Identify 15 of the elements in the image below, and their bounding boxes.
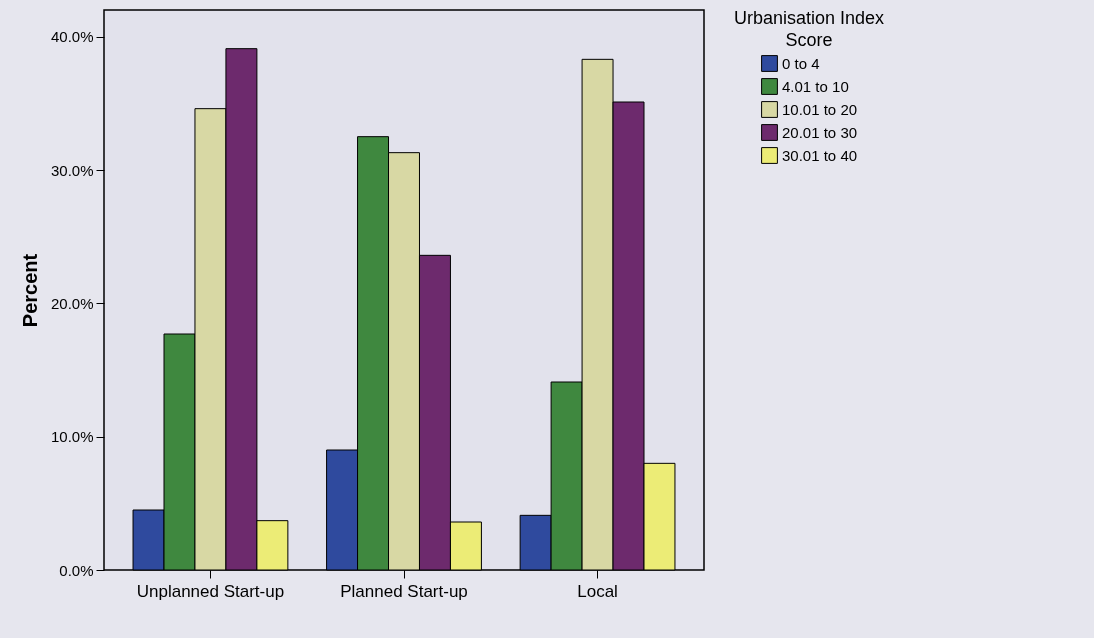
y-tick-label: 0.0% (59, 561, 94, 579)
legend-label: 4.01 to 10 (782, 77, 849, 95)
legend-label: 0 to 4 (782, 54, 820, 72)
y-tick-label: 20.0% (50, 294, 94, 312)
legend-label: 30.01 to 40 (782, 146, 858, 164)
legend-label: 10.01 to 20 (782, 100, 858, 118)
x-tick-label: Unplanned Start-up (136, 581, 285, 601)
y-tick-label: 40.0% (50, 28, 94, 46)
y-tick-label: 30.0% (50, 161, 94, 179)
x-tick-label: Planned Start-up (340, 581, 468, 601)
x-tick-label: Local (577, 581, 618, 601)
legend-label: 20.01 to 30 (782, 123, 858, 141)
legend-title: Urbanisation Index Score (733, 8, 885, 50)
y-axis-title: Percent (18, 253, 41, 328)
y-tick-label: 10.0% (50, 428, 94, 446)
